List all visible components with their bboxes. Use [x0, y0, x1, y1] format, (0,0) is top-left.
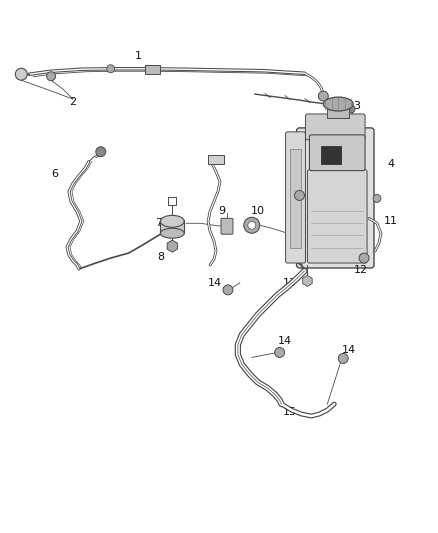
Text: 15: 15	[283, 407, 297, 417]
Circle shape	[248, 221, 256, 229]
Text: 5: 5	[219, 157, 226, 167]
Text: 1: 1	[135, 51, 142, 61]
FancyBboxPatch shape	[286, 132, 305, 263]
FancyBboxPatch shape	[297, 128, 374, 268]
Circle shape	[294, 190, 304, 200]
Circle shape	[359, 253, 369, 263]
Text: 9: 9	[219, 206, 226, 216]
Circle shape	[318, 91, 328, 101]
Text: 12: 12	[287, 183, 302, 193]
Text: 14: 14	[342, 345, 356, 356]
Text: 13: 13	[283, 278, 297, 288]
Ellipse shape	[160, 215, 184, 227]
Text: 11: 11	[384, 216, 398, 227]
Text: 7: 7	[155, 219, 162, 228]
Circle shape	[244, 217, 260, 233]
Circle shape	[96, 147, 106, 157]
Circle shape	[275, 348, 285, 358]
Bar	[145, 65, 160, 74]
FancyBboxPatch shape	[221, 219, 233, 234]
Ellipse shape	[160, 228, 184, 238]
Text: 8: 8	[157, 252, 164, 262]
Ellipse shape	[323, 97, 353, 111]
Text: 14: 14	[278, 336, 292, 345]
FancyBboxPatch shape	[290, 149, 301, 248]
Circle shape	[338, 353, 348, 364]
Text: 10: 10	[251, 206, 265, 216]
Circle shape	[46, 72, 56, 80]
FancyBboxPatch shape	[307, 169, 367, 263]
Bar	[208, 155, 224, 164]
Circle shape	[347, 105, 355, 113]
FancyBboxPatch shape	[309, 135, 365, 171]
Text: 12: 12	[354, 265, 368, 275]
Circle shape	[107, 65, 115, 72]
Text: 4: 4	[387, 159, 395, 168]
Circle shape	[15, 68, 27, 80]
Bar	[321, 146, 341, 164]
Text: 14: 14	[208, 278, 222, 288]
Bar	[327, 108, 349, 118]
Circle shape	[373, 195, 381, 203]
Text: 3: 3	[353, 101, 360, 111]
Text: 6: 6	[52, 168, 59, 179]
FancyBboxPatch shape	[305, 114, 365, 140]
Bar	[160, 220, 184, 233]
Circle shape	[223, 285, 233, 295]
Text: 2: 2	[69, 97, 77, 107]
